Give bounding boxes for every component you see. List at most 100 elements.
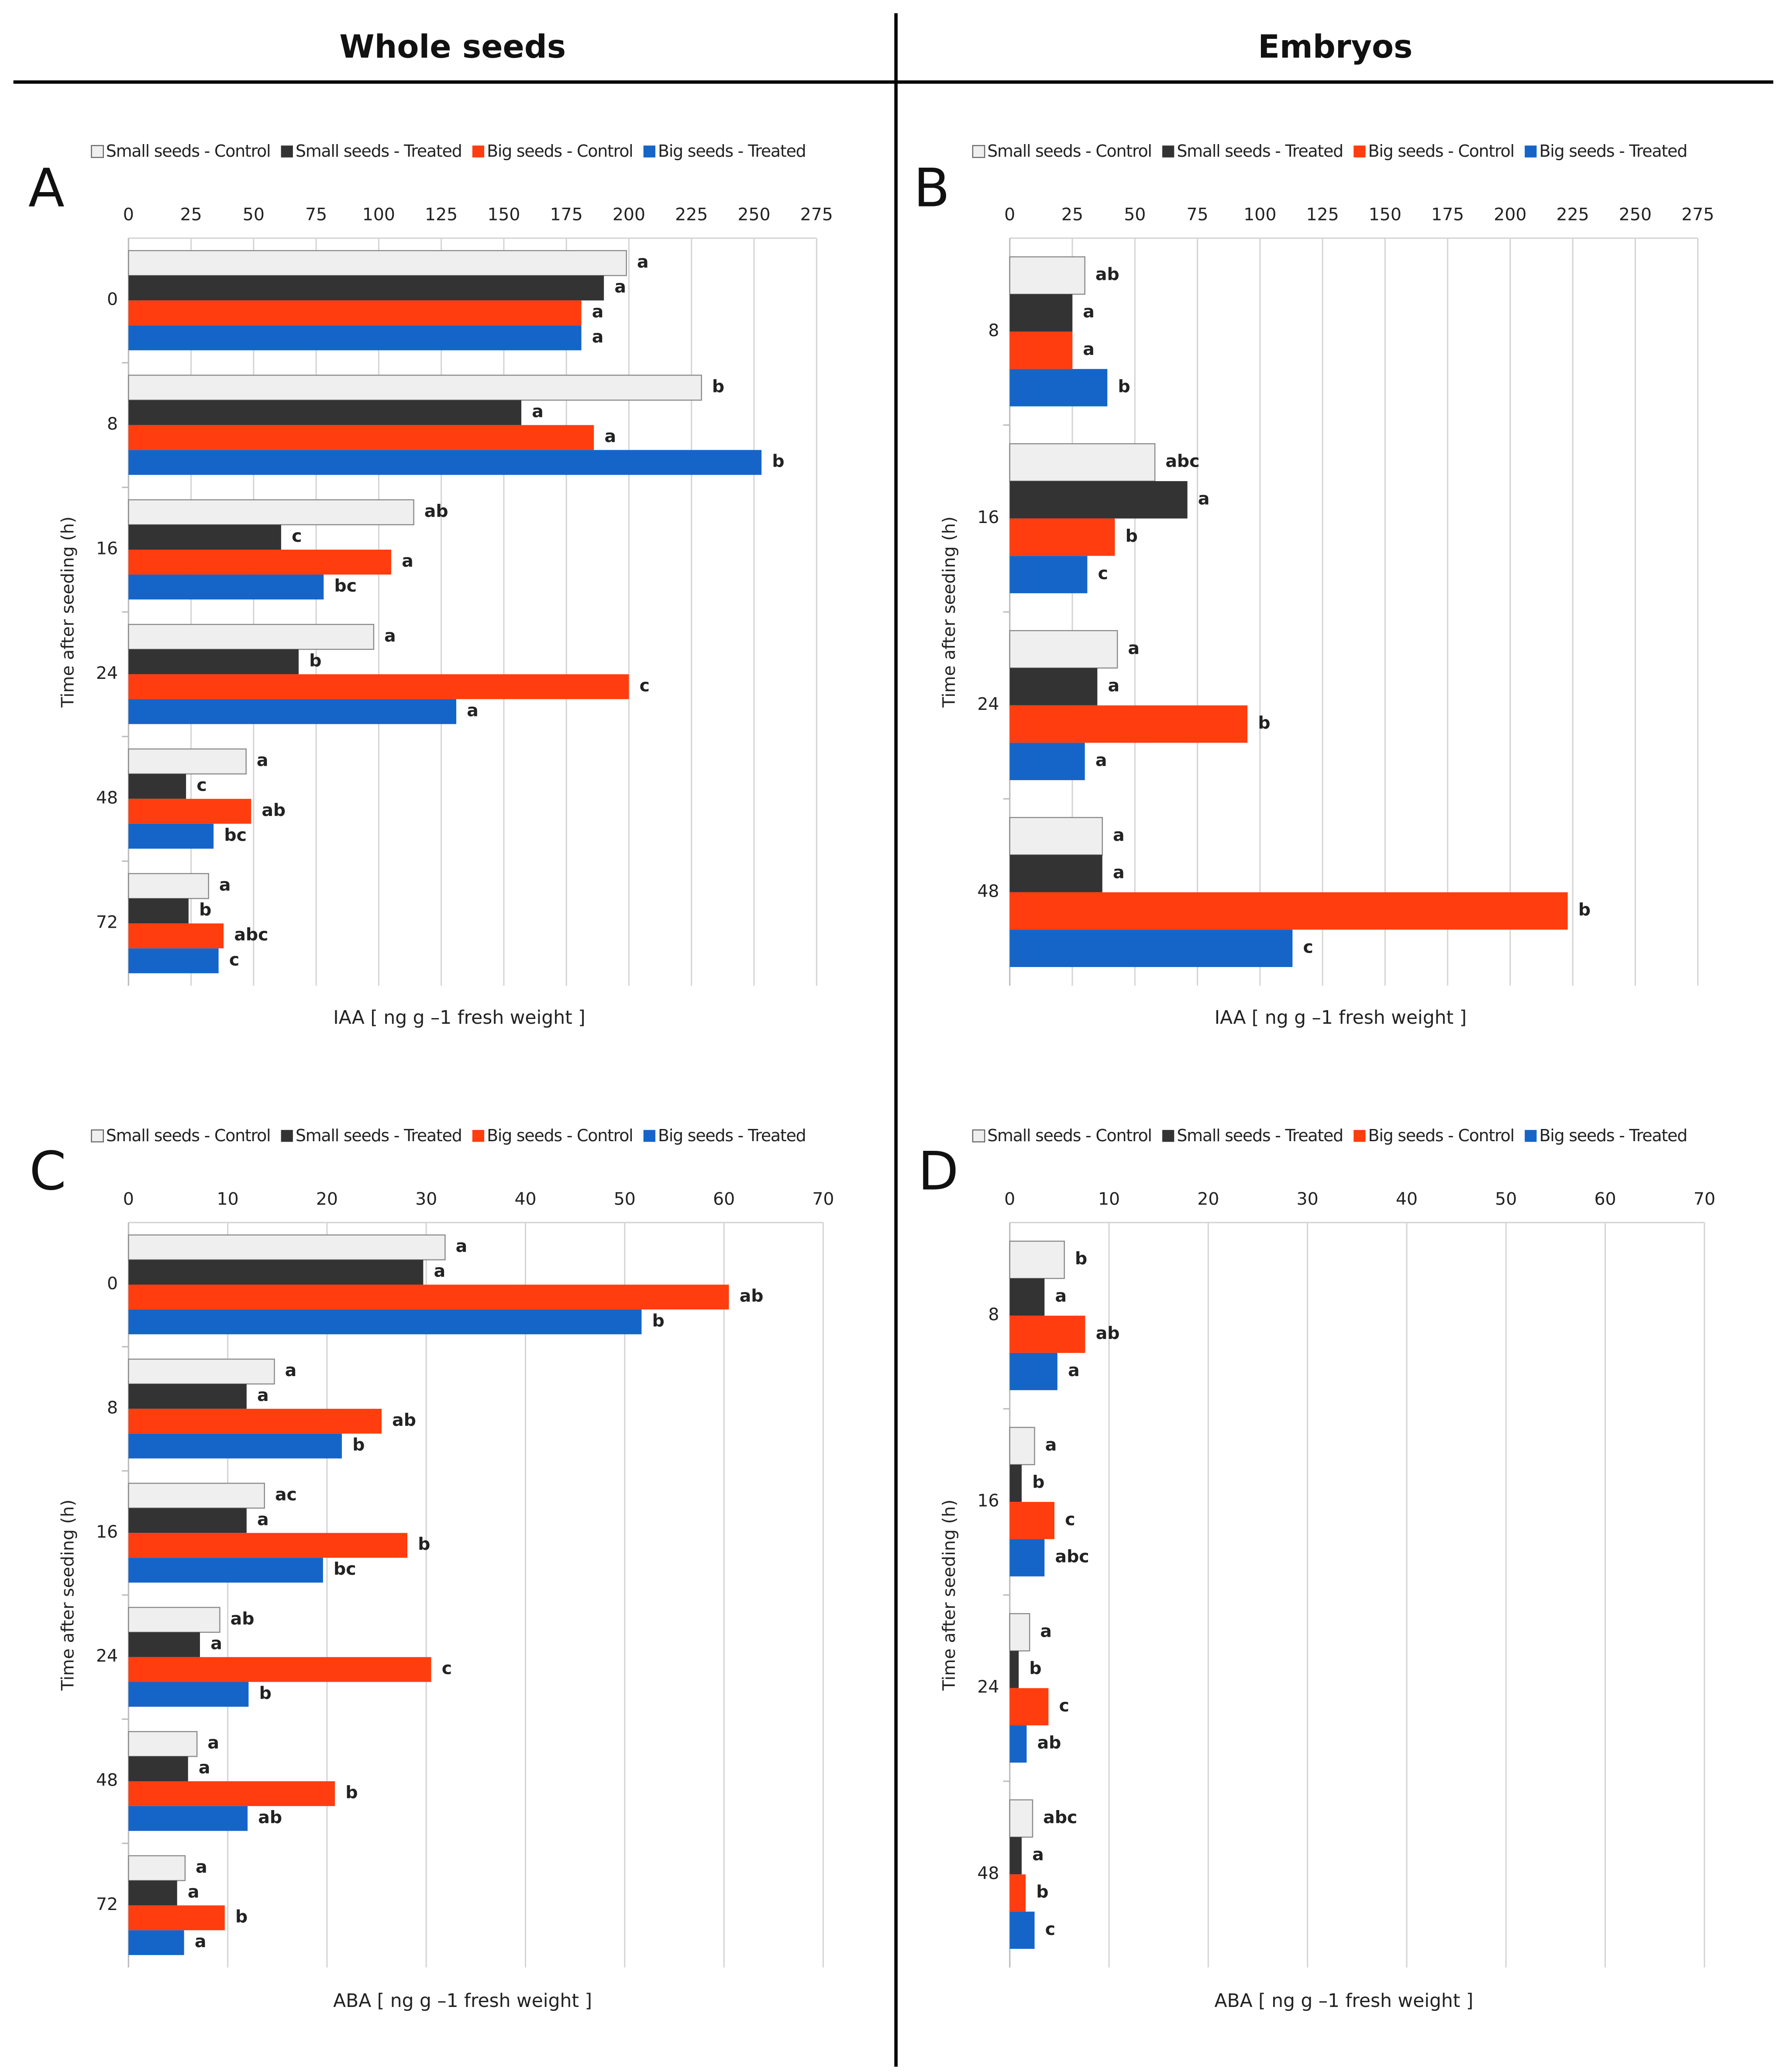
significance-letter: ab bbox=[258, 1807, 282, 1828]
significance-letter: ab bbox=[1037, 1733, 1061, 1753]
bar bbox=[1009, 892, 1568, 930]
y-tick-label: 48 bbox=[96, 1770, 118, 1790]
bar bbox=[128, 1880, 177, 1906]
x-tick-label: 60 bbox=[713, 1189, 735, 1209]
significance-letter: a bbox=[532, 402, 544, 422]
bar bbox=[128, 1905, 225, 1931]
y-tick-label: 24 bbox=[96, 1646, 118, 1666]
legend-label: Small seeds - Control bbox=[987, 141, 1152, 161]
bar bbox=[1009, 1688, 1049, 1726]
bar bbox=[128, 1731, 198, 1757]
significance-letter: ab bbox=[740, 1286, 764, 1306]
bar bbox=[128, 1358, 275, 1385]
bar bbox=[1009, 294, 1072, 332]
bar bbox=[1009, 630, 1118, 669]
significance-letter: a bbox=[210, 1634, 222, 1654]
y-tick-label: 72 bbox=[96, 912, 118, 933]
legend-label: Small seeds - Control bbox=[987, 1126, 1152, 1145]
x-tick-label: 275 bbox=[800, 204, 833, 224]
x-tick-label: 125 bbox=[425, 204, 458, 224]
significance-letter: a bbox=[1198, 489, 1210, 509]
column-header: Embryos bbox=[1258, 28, 1412, 65]
legend-swatch bbox=[1353, 145, 1366, 158]
bar bbox=[1009, 1874, 1026, 1912]
bar bbox=[1009, 929, 1293, 967]
bar bbox=[128, 1632, 200, 1657]
bar bbox=[1009, 705, 1248, 743]
significance-letter: a bbox=[1113, 825, 1125, 845]
column-header: Whole seeds bbox=[339, 28, 566, 65]
significance-letter: a bbox=[1113, 862, 1125, 882]
significance-letter: a bbox=[456, 1236, 468, 1256]
bar bbox=[1009, 369, 1108, 406]
significance-letter: c bbox=[1059, 1696, 1069, 1716]
significance-letter: abc bbox=[234, 925, 268, 945]
bar bbox=[1009, 743, 1085, 780]
bar bbox=[128, 524, 281, 550]
legend-swatch bbox=[1353, 1130, 1366, 1142]
bar bbox=[128, 1781, 335, 1806]
significance-letter: c bbox=[1065, 1509, 1075, 1529]
panel-letter: B bbox=[913, 157, 950, 219]
bar bbox=[1009, 443, 1156, 482]
y-tick-label: 16 bbox=[977, 507, 999, 527]
significance-letter: bc bbox=[334, 1559, 356, 1579]
significance-letter: b bbox=[1258, 713, 1270, 733]
x-tick-label: 30 bbox=[415, 1189, 437, 1209]
legend-swatch bbox=[972, 145, 985, 158]
x-tick-label: 200 bbox=[1494, 204, 1526, 224]
significance-letter: a bbox=[1095, 750, 1107, 771]
significance-letter: a bbox=[199, 1758, 210, 1778]
bar bbox=[128, 649, 299, 675]
significance-letter: a bbox=[592, 302, 604, 322]
x-axis-label: ABA [ ng g –1 fresh weight ] bbox=[333, 1990, 592, 2012]
significance-letter: b bbox=[259, 1683, 272, 1703]
significance-letter: ab bbox=[424, 501, 448, 521]
y-tick-label: 48 bbox=[977, 1863, 999, 1883]
bar bbox=[128, 1234, 446, 1260]
bar bbox=[1009, 817, 1103, 856]
x-tick-label: 250 bbox=[737, 204, 770, 224]
significance-letter: c bbox=[196, 775, 207, 795]
x-tick-label: 75 bbox=[305, 204, 327, 224]
y-tick-label: 24 bbox=[977, 694, 999, 714]
x-tick-label: 25 bbox=[180, 204, 202, 224]
significance-letter: a bbox=[257, 1385, 269, 1405]
x-tick-label: 60 bbox=[1594, 1189, 1616, 1209]
y-axis-label: Time after seeding (h) bbox=[58, 516, 78, 708]
bar bbox=[1009, 1725, 1027, 1763]
x-tick-label: 125 bbox=[1306, 204, 1339, 224]
bar bbox=[1009, 1240, 1065, 1279]
bar bbox=[128, 1756, 188, 1782]
significance-letter: a bbox=[196, 1857, 207, 1877]
bar bbox=[128, 1806, 248, 1831]
legend-label: Big seeds - Treated bbox=[1539, 1126, 1687, 1145]
x-tick-label: 250 bbox=[1619, 204, 1652, 224]
legend-swatch bbox=[1525, 1130, 1537, 1142]
significance-letter: ab bbox=[262, 800, 286, 820]
significance-letter: abc bbox=[1043, 1807, 1077, 1828]
significance-letter: a bbox=[1045, 1435, 1057, 1455]
significance-letter: c bbox=[442, 1659, 452, 1679]
y-tick-label: 16 bbox=[96, 538, 118, 558]
legend-swatch bbox=[972, 1129, 985, 1143]
significance-letter: a bbox=[604, 427, 616, 447]
legend-label: Big seeds - Treated bbox=[1539, 141, 1687, 161]
bar bbox=[128, 948, 219, 974]
significance-letter: a bbox=[257, 1509, 269, 1529]
x-tick-label: 100 bbox=[362, 204, 395, 224]
x-tick-label: 50 bbox=[614, 1189, 636, 1209]
bar bbox=[1009, 1651, 1019, 1688]
bar bbox=[128, 624, 375, 650]
bar bbox=[128, 1533, 408, 1558]
x-tick-label: 50 bbox=[1495, 1189, 1517, 1209]
y-tick-label: 72 bbox=[96, 1894, 118, 1914]
y-tick-label: 8 bbox=[988, 1304, 999, 1325]
panel-letter: D bbox=[918, 1140, 958, 1202]
bar bbox=[128, 1558, 323, 1583]
significance-letter: b bbox=[1032, 1472, 1044, 1492]
bar bbox=[128, 250, 627, 276]
bar bbox=[128, 1284, 729, 1310]
y-tick-label: 48 bbox=[977, 881, 999, 901]
